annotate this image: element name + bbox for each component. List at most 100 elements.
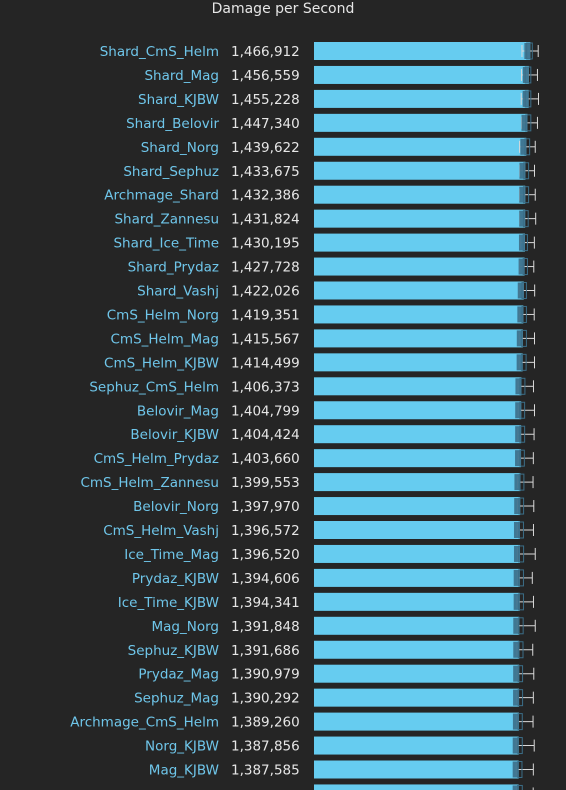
median-marker — [514, 498, 521, 515]
dps-bar — [314, 377, 522, 396]
median-marker — [522, 90, 529, 107]
row-value-label: 1,447,340 — [231, 116, 300, 132]
row-label: Shard_Mag — [144, 68, 219, 84]
row-value-label: 1,391,686 — [231, 643, 300, 659]
row-label: Archmage_Shard — [104, 188, 219, 204]
median-marker — [513, 569, 520, 586]
row-value-label: 1,427,728 — [231, 260, 300, 276]
row-label: Shard_Vashj — [137, 284, 219, 300]
dps-bar — [314, 736, 519, 755]
median-marker — [519, 162, 526, 179]
dps-bar — [314, 305, 524, 324]
dps-bar — [314, 137, 527, 156]
row-label: Sephuz_Mag — [134, 691, 219, 707]
dps-bar — [314, 592, 520, 611]
row-value-label: 1,414,499 — [231, 355, 300, 371]
row-label: Mag_KJBW — [149, 763, 219, 779]
dps-bar — [314, 401, 522, 420]
median-marker — [515, 426, 522, 443]
median-marker — [519, 186, 526, 203]
row-value-label: 1,403,660 — [231, 451, 300, 467]
row-value-label: 1,394,606 — [231, 571, 300, 587]
dps-bar — [314, 42, 531, 60]
dps-bar — [314, 257, 525, 276]
row-label: CmS_Helm_Vashj — [103, 523, 219, 539]
dps-bar — [314, 760, 519, 779]
median-marker — [513, 689, 520, 706]
row-value-label: 1,391,848 — [231, 619, 300, 635]
median-marker — [516, 330, 523, 347]
median-marker — [518, 258, 525, 275]
row-label: Shard_Ice_Time — [113, 236, 219, 252]
row-label: CmS_Helm_Mag — [111, 331, 220, 347]
median-marker — [517, 282, 524, 299]
row-value-label: 1,394,341 — [231, 595, 300, 611]
dps-bar — [314, 65, 529, 84]
dps-bar — [314, 233, 525, 252]
row-label: CmS_Helm_KJBW — [104, 355, 219, 371]
row-label: Prydaz_KJBW — [132, 571, 219, 587]
dps-bar — [314, 113, 528, 132]
dps-bar — [314, 425, 522, 444]
dps-bar — [314, 473, 521, 492]
dps-bar — [314, 449, 522, 468]
median-marker — [517, 306, 524, 323]
dps-bar — [314, 664, 520, 683]
row-label: CmS_Helm_Zannesu — [80, 475, 219, 491]
row-label: Shard_Zannesu — [114, 212, 219, 228]
median-marker — [513, 665, 520, 682]
dps-bar — [314, 616, 520, 635]
dps-bar — [314, 640, 520, 659]
row-label: Belovir_Mag — [137, 403, 219, 419]
row-label: Belovir_KJBW — [130, 427, 219, 443]
median-marker — [513, 545, 520, 562]
row-label: CmS_Helm_Prydaz — [94, 451, 219, 467]
dps-bar — [314, 568, 520, 587]
dps-bar — [314, 497, 521, 516]
median-marker — [521, 114, 528, 131]
median-marker — [513, 593, 520, 610]
row-value-label: 1,390,292 — [231, 691, 300, 707]
median-marker — [516, 354, 523, 371]
median-marker — [515, 402, 522, 419]
median-marker — [522, 66, 529, 83]
median-marker — [512, 761, 519, 778]
row-label: Mag_Norg — [152, 619, 219, 635]
row-label: Norg_KJBW — [145, 739, 219, 755]
median-marker — [518, 234, 525, 251]
median-marker — [513, 617, 520, 634]
median-marker — [519, 210, 526, 227]
row-value-label: 1,466,912 — [231, 44, 300, 60]
median-marker — [513, 641, 520, 658]
row-label: Ice_Time_KJBW — [118, 595, 219, 611]
dps-bar — [314, 89, 529, 108]
row-value-label: 1,433,675 — [231, 164, 300, 180]
row-label: Shard_KJBW — [138, 92, 219, 108]
row-label: Sephuz_KJBW — [128, 643, 219, 659]
row-value-label: 1,419,351 — [231, 307, 300, 323]
median-marker — [524, 43, 531, 59]
median-marker — [520, 138, 527, 155]
row-label: Shard_Belovir — [126, 116, 219, 132]
row-label: Shard_Prydaz — [128, 260, 219, 276]
row-value-label: 1,430,195 — [231, 236, 300, 252]
dps-bar — [314, 688, 520, 707]
row-label: Shard_Sephuz — [123, 164, 219, 180]
row-label: Shard_Norg — [141, 140, 219, 156]
row-value-label: 1,406,373 — [231, 379, 300, 395]
row-value-label: 1,455,228 — [231, 92, 300, 108]
dps-bar — [314, 185, 526, 204]
row-label: Shard_CmS_Helm — [100, 44, 219, 60]
row-value-label: 1,396,572 — [231, 523, 300, 539]
median-marker — [514, 474, 521, 491]
row-value-label: 1,390,979 — [231, 667, 300, 683]
median-marker — [512, 713, 519, 730]
row-value-label: 1,397,970 — [231, 499, 300, 515]
median-marker — [513, 522, 520, 538]
dps-bar — [314, 161, 526, 180]
row-value-label: 1,389,260 — [231, 715, 300, 731]
row-value-label: 1,387,585 — [231, 763, 300, 779]
median-marker — [512, 737, 519, 754]
row-label: Belovir_Norg — [133, 499, 219, 515]
dps-bar — [314, 209, 526, 228]
